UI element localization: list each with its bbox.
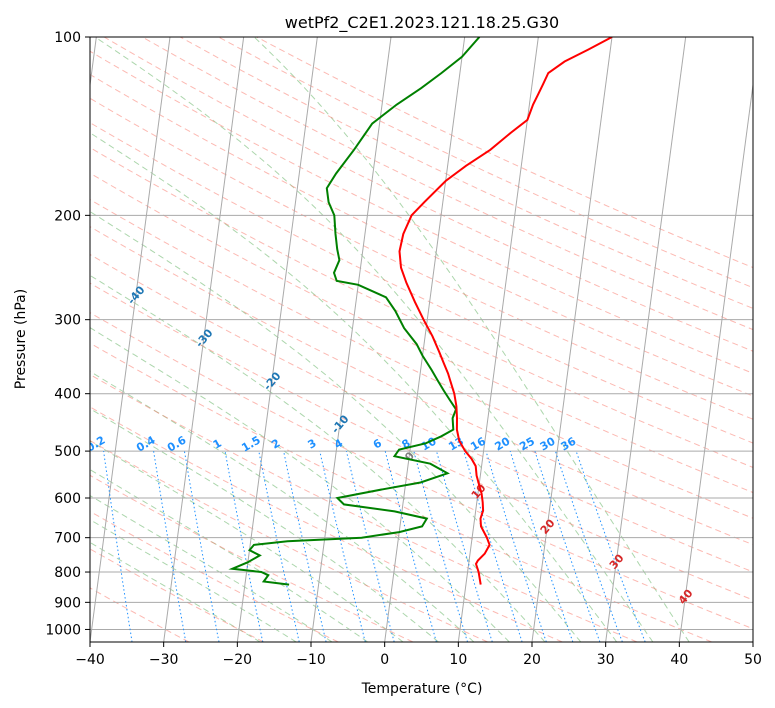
- isotherm-line: [90, 37, 171, 642]
- mixing-ratio-line: [319, 450, 366, 642]
- x-tick-label: 40: [670, 652, 688, 668]
- dry-adiabat-line: [90, 282, 753, 601]
- isotherm-line: [236, 37, 318, 642]
- x-tick-label: 50: [744, 652, 762, 668]
- dry-adiabat-line: [90, 122, 753, 444]
- dry-adiabat-line: [218, 37, 753, 289]
- moist-adiabat-line: [90, 468, 368, 642]
- isotherm-line: [531, 37, 613, 642]
- isotherm-line: [163, 37, 245, 642]
- mixing-ratio-lines: [103, 450, 646, 642]
- dry-adiabat-line: [90, 342, 712, 642]
- mixing-ratio-line: [258, 451, 300, 642]
- dry-adiabat-line: [90, 172, 753, 494]
- isotherm-line: [457, 37, 539, 642]
- y-tick-label: 400: [54, 387, 81, 403]
- dry-adiabat-line: [90, 50, 753, 374]
- dry-adiabat-line: [90, 440, 488, 642]
- x-axis-ticks: −40 −30 −20 −10 0 10 20 30 40 50: [75, 642, 762, 668]
- isotherm-line: [384, 37, 466, 642]
- moist-adiabat-line: [94, 37, 654, 642]
- mixing-ratio-line: [283, 450, 327, 642]
- y-tick-label: 200: [54, 208, 81, 224]
- dry-adiabat-line: [90, 312, 753, 630]
- mixing-ratio-line: [463, 450, 523, 642]
- y-tick-label: 700: [54, 531, 81, 547]
- dry-adiabat-line: [90, 198, 753, 519]
- x-tick-label: 0: [380, 652, 389, 668]
- y-tick-label: 500: [54, 444, 81, 460]
- moist-adiabats: [90, 37, 690, 642]
- dry-adiabat-line: [180, 37, 753, 309]
- dry-adiabat-line: [90, 373, 638, 642]
- y-tick-label: 800: [54, 565, 81, 581]
- x-tick-label: −30: [149, 652, 179, 668]
- pressure-gridlines: [90, 37, 753, 630]
- mixing-ratio-line: [534, 450, 601, 642]
- mixing-ratio-line: [384, 450, 437, 642]
- isotherm-line: [310, 37, 392, 642]
- temperature-series-line: [398, 37, 613, 585]
- mixing-ratio-line: [224, 451, 264, 642]
- y-tick-label: 600: [54, 491, 81, 507]
- y-tick-label: 100: [54, 30, 81, 46]
- y-tick-label: 1000: [45, 622, 81, 638]
- x-tick-label: −40: [75, 652, 105, 668]
- mixing-ratio-line: [485, 450, 547, 642]
- mixing-ratio-line: [575, 450, 646, 642]
- plot-frame: [89, 36, 754, 643]
- x-axis-label: Temperature (°C): [361, 681, 483, 697]
- dewpoint-series-line: [228, 37, 481, 586]
- moist-adiabat-line: [90, 440, 404, 642]
- isotherm-line: [605, 37, 687, 642]
- y-tick-label: 300: [54, 313, 81, 329]
- isotherm-line: [678, 81, 753, 642]
- dry-adiabat-line: [90, 510, 339, 642]
- y-axis-ticks: 100 200 300 400 500 600 700 800 900 1000: [45, 30, 90, 638]
- x-tick-label: 30: [597, 652, 615, 668]
- x-tick-label: 20: [523, 652, 541, 668]
- skewed-isotherms: [90, 37, 753, 642]
- dry-adiabat-line: [103, 37, 753, 352]
- plot-area: -100-90-80-70-60-50-40-30-20-10010203040…: [90, 37, 753, 642]
- y-axis-label: Pressure (hPa): [13, 289, 29, 389]
- dry-adiabat-line: [90, 406, 563, 642]
- moist-adiabat-line: [90, 370, 475, 642]
- dry-adiabat-line: [90, 97, 753, 420]
- dry-adiabat-line: [90, 548, 264, 642]
- dry-adiabats: [90, 37, 753, 642]
- mixing-ratio-line: [509, 450, 574, 642]
- x-tick-label: −20: [223, 652, 253, 668]
- mixing-ratio-line: [436, 450, 493, 642]
- mixing-ratio-line: [413, 450, 468, 642]
- moist-adiabat-line: [90, 210, 582, 642]
- mixing-ratio-line: [554, 450, 623, 642]
- x-tick-label: −10: [296, 652, 326, 668]
- y-tick-label: 900: [54, 595, 81, 611]
- dry-adiabat-line: [90, 253, 753, 573]
- mixing-ratio-line: [103, 451, 133, 642]
- chart-title: wetPf2_C2E1.2023.121.18.25.G30: [285, 13, 559, 33]
- moist-adiabat-line: [253, 37, 690, 642]
- dry-adiabat-line: [90, 226, 753, 546]
- moist-adiabat-line: [90, 327, 510, 642]
- x-tick-label: 10: [449, 652, 467, 668]
